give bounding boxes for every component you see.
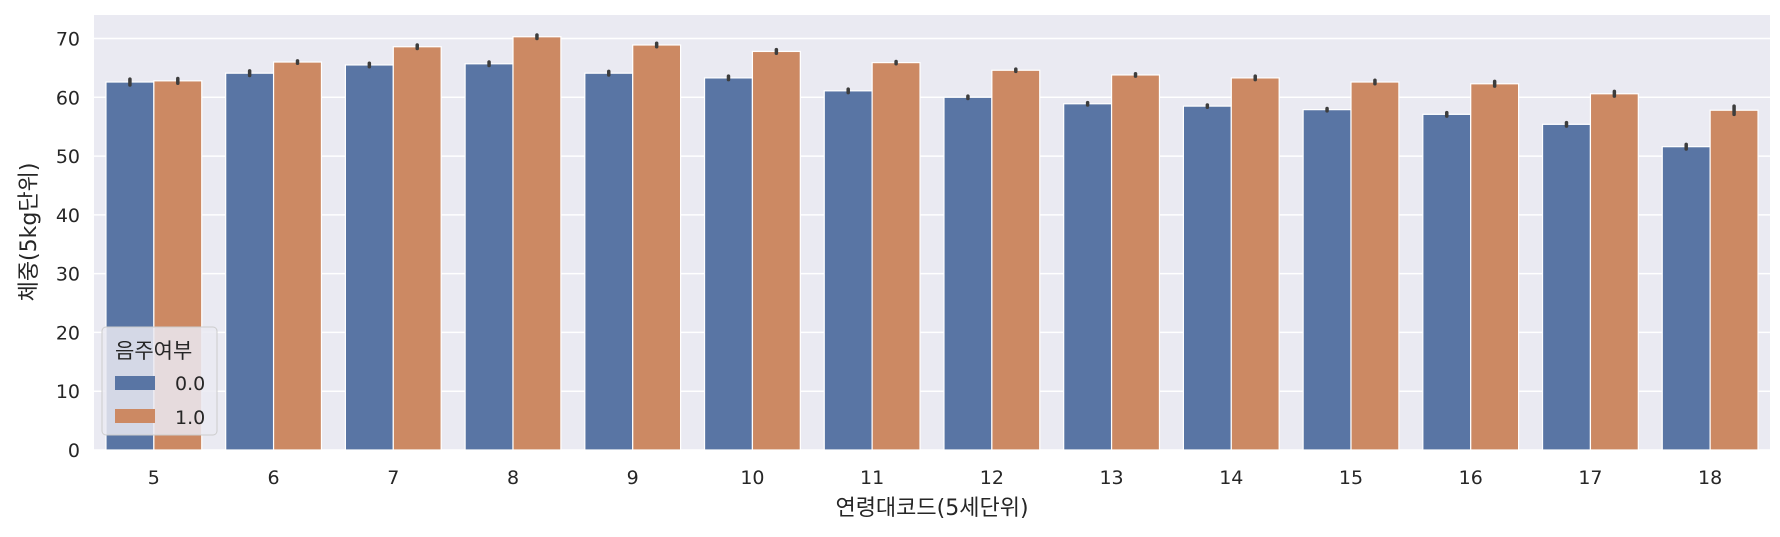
bar [751, 50, 801, 451]
bar [344, 64, 394, 451]
bar [464, 63, 514, 451]
bar [1302, 109, 1352, 451]
legend-swatch-0 [115, 376, 155, 390]
y-tick-label: 10 [56, 381, 80, 403]
bar [225, 72, 275, 451]
bar [272, 61, 323, 451]
x-tick-label: 11 [860, 467, 884, 489]
x-tick-label: 7 [387, 467, 399, 489]
x-tick-label: 14 [1219, 467, 1243, 489]
legend-label-1: 1.0 [175, 407, 205, 429]
x-tick-label: 10 [740, 467, 764, 489]
bar [1063, 103, 1113, 451]
bar [1589, 93, 1639, 451]
x-tick-label: 5 [148, 467, 160, 489]
y-axis-label: 체중(5kg단위) [17, 163, 42, 302]
y-tick-labels: 0 10 20 30 40 50 60 70 [56, 29, 80, 462]
legend-box [101, 326, 218, 436]
y-tick-label: 40 [56, 205, 80, 227]
y-tick-label: 50 [56, 146, 80, 168]
bar [512, 36, 562, 451]
x-tick-label: 13 [1099, 467, 1123, 489]
x-tick-label: 18 [1698, 467, 1722, 489]
bar [1110, 74, 1161, 451]
x-tick-label: 8 [507, 467, 519, 489]
bar [943, 96, 993, 451]
x-tick-labels: 5 6 7 8 9 10 11 12 13 14 15 16 17 18 [148, 467, 1722, 489]
y-tick-label: 20 [56, 322, 80, 344]
y-tick-label: 0 [68, 440, 80, 462]
bar [871, 62, 921, 451]
bar [1709, 109, 1759, 451]
bar [1541, 123, 1592, 451]
bars [105, 36, 1759, 451]
legend: 음주여부 0.0 1.0 [101, 326, 218, 436]
bar [1182, 105, 1232, 451]
x-tick-label: 15 [1339, 467, 1363, 489]
bar [1661, 146, 1711, 451]
legend-swatch-1 [115, 409, 155, 423]
bar [823, 90, 873, 451]
legend-title: 음주여부 [115, 339, 192, 363]
x-tick-label: 12 [980, 467, 1004, 489]
x-tick-label: 6 [268, 467, 280, 489]
x-tick-label: 9 [627, 467, 639, 489]
bar [703, 77, 754, 451]
bar [1230, 77, 1280, 451]
bar [991, 69, 1041, 451]
legend-label-0: 0.0 [175, 373, 205, 395]
x-tick-label: 17 [1578, 467, 1602, 489]
bar [392, 46, 442, 451]
y-tick-label: 70 [56, 29, 80, 51]
bar [1470, 83, 1520, 451]
bar [1422, 113, 1472, 451]
y-tick-label: 30 [56, 264, 80, 286]
bar [584, 72, 634, 451]
bar [632, 44, 682, 451]
bar [1350, 81, 1400, 451]
y-tick-label: 60 [56, 87, 80, 109]
x-axis-label: 연령대코드(5세단위) [835, 496, 1028, 521]
error-bars [128, 33, 1736, 151]
x-tick-label: 16 [1459, 467, 1483, 489]
